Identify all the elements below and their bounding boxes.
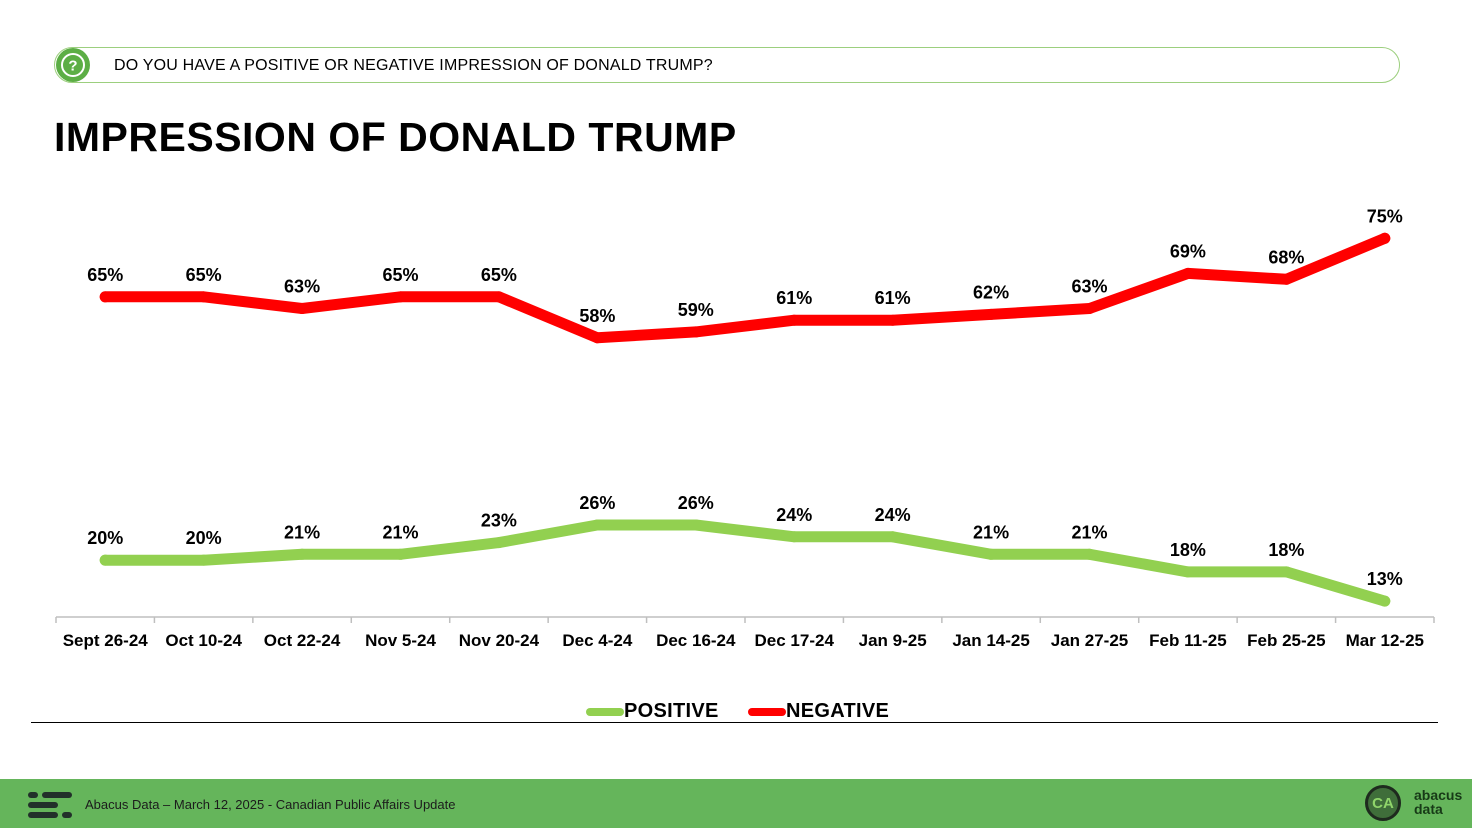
data-point-positive [395,548,406,560]
divider-line [31,722,1438,723]
data-point-positive [1379,595,1391,607]
abacus-logo-icon [28,792,74,823]
data-point-positive [493,537,505,549]
data-point-positive [1084,548,1095,560]
chart-legend: POSITIVE NEGATIVE [0,700,1472,724]
legend-swatch-negative [748,707,786,716]
svg-text:?: ? [68,58,77,75]
legend-item-negative: NEGATIVE [748,700,889,723]
data-point-negative [985,308,997,320]
data-label-positive: 21% [284,522,320,542]
data-point-positive [788,531,800,543]
data-point-positive [1280,566,1292,578]
x-tick-label: Oct 10-24 [165,631,242,650]
data-point-negative [788,314,800,326]
x-tick-label: Dec 16-24 [656,631,736,650]
data-label-negative: 65% [87,265,123,285]
data-point-positive [99,554,111,566]
legend-item-positive: POSITIVE [586,700,719,723]
footer-bar: Abacus Data – March 12, 2025 - Canadian … [0,779,1472,828]
data-point-positive [690,519,702,531]
data-point-negative [395,291,406,303]
data-point-positive [1182,566,1194,578]
question-mark-icon: ? [56,48,90,82]
data-label-positive: 18% [1170,540,1206,560]
data-label-negative: 63% [1071,277,1107,297]
data-point-positive [296,548,308,560]
data-point-negative [1280,273,1292,285]
legend-swatch-positive [586,707,624,716]
ca-badge: CA [1365,785,1401,821]
x-tick-label: Nov 5-24 [365,631,436,650]
data-label-positive: 21% [382,522,418,542]
series-line-positive [99,519,1391,607]
chart-title: IMPRESSION OF DONALD TRUMP [54,114,737,160]
data-label-negative: 69% [1170,241,1206,261]
x-tick-label: Dec 4-24 [562,631,632,650]
x-tick-label: Jan 9-25 [859,631,927,650]
x-tick-label: Feb 11-25 [1149,631,1227,650]
data-label-positive: 20% [186,528,222,548]
data-point-negative [887,314,899,326]
data-label-positive: 21% [1071,522,1107,542]
data-label-negative: 58% [579,306,615,326]
line-chart: Sept 26-24 Oct 10-24 Oct 22-24 Nov 5-24 Nov … [55,206,1435,650]
data-point-negative [690,326,702,338]
data-label-negative: 61% [875,288,911,308]
data-point-negative [296,303,308,315]
data-point-positive [198,554,210,566]
x-tick-label: Nov 20-24 [459,631,540,650]
data-label-negative: 68% [1268,247,1304,267]
data-label-positive: 24% [875,505,911,525]
data-label-positive: 20% [87,528,123,548]
x-tick-label: Oct 22-24 [264,631,341,650]
legend-label-positive: POSITIVE [624,700,719,722]
data-point-positive [591,519,603,531]
data-point-negative [99,291,111,303]
data-point-negative [198,291,210,303]
footer-source: Abacus Data – March 12, 2025 - Canadian … [85,797,456,812]
data-label-negative: 62% [973,282,1009,302]
data-label-positive: 21% [973,522,1009,542]
data-point-negative [591,332,603,344]
legend-label-negative: NEGATIVE [786,700,890,722]
data-point-negative [1182,267,1194,279]
data-point-negative [493,291,505,303]
x-tick-label: Jan 27-25 [1051,631,1129,650]
data-label-positive: 18% [1268,540,1304,560]
data-point-negative [1379,232,1391,244]
data-label-positive: 26% [579,493,615,513]
data-point-negative [1084,303,1095,315]
survey-question: DO YOU HAVE A POSITIVE OR NEGATIVE IMPRE… [114,57,713,74]
data-label-negative: 75% [1367,206,1403,226]
brand-line-2: data [1414,801,1443,817]
question-banner [54,47,1400,83]
data-label-negative: 61% [776,288,812,308]
data-label-positive: 13% [1367,569,1403,589]
data-point-positive [985,548,997,560]
x-tick-label: Jan 14-25 [952,631,1030,650]
data-label-positive: 24% [776,505,812,525]
data-label-negative: 65% [382,265,418,285]
x-tick-label: Mar 12-25 [1346,631,1424,650]
data-point-positive [887,531,899,543]
brand-wordmark: abacus data [1414,788,1462,816]
series-line-negative [99,232,1391,344]
data-label-positive: 23% [481,511,517,531]
data-label-positive: 26% [678,493,714,513]
x-tick-label: Feb 25-25 [1247,631,1325,650]
x-tick-label: Sept 26-24 [63,631,149,650]
x-tick-label: Dec 17-24 [755,631,835,650]
data-label-negative: 59% [678,300,714,320]
data-label-negative: 65% [481,265,517,285]
brand-line-1: abacus [1414,787,1463,803]
data-label-negative: 65% [186,265,222,285]
data-label-negative: 63% [284,277,320,297]
